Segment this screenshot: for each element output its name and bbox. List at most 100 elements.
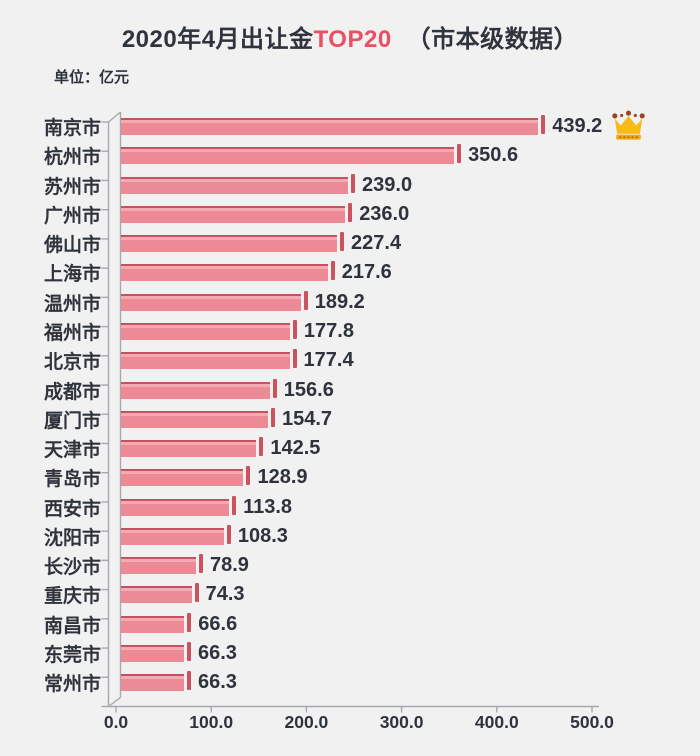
chart-row: 广州市 236.0 xyxy=(0,200,700,229)
value-label: 154.7 xyxy=(281,407,333,430)
bar xyxy=(121,583,199,604)
bar xyxy=(121,144,462,165)
bar-track: 239.0 xyxy=(112,173,700,197)
title-prefix: 2020年4月出让金 xyxy=(121,26,314,53)
bar-track: 350.6 xyxy=(112,144,700,167)
bar xyxy=(121,320,297,340)
category-label: 上海市 xyxy=(43,264,101,286)
bar-track: 439.2 xyxy=(112,110,700,141)
bar xyxy=(121,232,345,253)
x-axis-tick-label: 200.0 xyxy=(284,712,329,732)
crown-icon xyxy=(610,110,647,141)
chart-row: 成都市 156.6 xyxy=(0,375,700,404)
chart-row: 福州市 177.8 xyxy=(0,317,700,346)
bar xyxy=(121,407,275,428)
value-label: 236.0 xyxy=(359,202,410,225)
bar xyxy=(121,378,277,399)
bar xyxy=(121,641,191,662)
category-label: 天津市 xyxy=(43,440,101,462)
value-label: 66.6 xyxy=(198,612,238,635)
value-label: 177.8 xyxy=(303,320,354,342)
bar xyxy=(121,671,191,692)
bar-track: 128.9 xyxy=(112,466,700,489)
bar-track: 66.6 xyxy=(112,612,700,636)
chart-row: 温州市 189.2 xyxy=(0,288,700,317)
category-label: 温州市 xyxy=(43,293,101,315)
x-axis-tick-label: 300.0 xyxy=(379,712,424,732)
bar-track: 154.7 xyxy=(112,407,700,431)
category-label: 重庆市 xyxy=(43,586,101,608)
bar-track: 66.3 xyxy=(112,671,700,694)
bar-track: 108.3 xyxy=(112,524,700,548)
chart-row: 重庆市 74.3 xyxy=(0,580,700,609)
category-label: 沈阳市 xyxy=(43,527,101,549)
value-label: 239.0 xyxy=(362,173,413,196)
bar xyxy=(121,437,264,458)
bar-track: 177.8 xyxy=(112,320,700,343)
bar-track: 217.6 xyxy=(112,261,700,284)
category-label: 福州市 xyxy=(43,323,101,344)
value-label: 227.4 xyxy=(351,232,402,255)
value-label: 350.6 xyxy=(468,144,519,167)
value-label: 177.4 xyxy=(303,349,354,372)
value-label: 113.8 xyxy=(243,495,293,518)
bar xyxy=(121,554,203,575)
category-label: 北京市 xyxy=(43,352,101,374)
chart-row: 青岛市 128.9 xyxy=(0,463,700,492)
bar-track: 113.8 xyxy=(112,495,700,519)
chart-row: 南京市 439.2 xyxy=(0,110,700,141)
value-label: 142.5 xyxy=(270,437,321,460)
chart-row: 长沙市 78.9 xyxy=(0,551,700,580)
bar xyxy=(121,349,297,370)
value-label: 66.3 xyxy=(197,641,237,664)
bar xyxy=(121,290,308,311)
bar-track: 236.0 xyxy=(112,202,700,226)
category-label: 南昌市 xyxy=(43,615,101,637)
chart-row: 苏州市 239.0 xyxy=(0,171,700,200)
x-axis-tick-label: 500.0 xyxy=(570,712,614,732)
bar xyxy=(121,261,335,282)
bar-track: 189.2 xyxy=(112,290,700,314)
value-label: 128.9 xyxy=(257,466,308,489)
category-label: 佛山市 xyxy=(43,235,101,257)
category-label: 广州市 xyxy=(43,205,101,227)
x-axis-tick-label: 0.0 xyxy=(103,712,129,732)
category-label: 苏州市 xyxy=(43,176,101,198)
bar xyxy=(121,495,237,516)
bar xyxy=(121,202,353,223)
chart-row: 杭州市 350.6 xyxy=(0,141,700,170)
chart-row: 沈阳市 108.3 xyxy=(0,522,700,551)
category-label: 成都市 xyxy=(43,381,101,403)
value-label: 66.3 xyxy=(197,671,237,694)
title-highlight: TOP20 xyxy=(313,26,392,53)
value-label: 189.2 xyxy=(314,290,365,313)
bar-track: 142.5 xyxy=(112,437,700,460)
chart-row: 西安市 113.8 xyxy=(0,493,700,522)
value-label: 78.9 xyxy=(209,554,249,577)
chart-row: 常州市 66.3 xyxy=(0,668,700,697)
chart-row: 厦门市 154.7 xyxy=(0,405,700,434)
x-axis-tick-label: 100.0 xyxy=(189,712,234,732)
category-label: 东莞市 xyxy=(43,644,101,666)
chart-row: 北京市 177.4 xyxy=(0,346,700,375)
bar xyxy=(121,173,356,194)
category-label: 杭州市 xyxy=(43,147,101,169)
bar xyxy=(121,612,192,633)
value-label: 439.2 xyxy=(552,115,603,138)
bar xyxy=(121,524,231,545)
chart-row: 上海市 217.6 xyxy=(0,258,700,287)
category-label: 常州市 xyxy=(43,674,101,696)
category-label: 青岛市 xyxy=(43,469,101,491)
title-suffix: （市本级数据） xyxy=(406,26,579,53)
bar-track: 227.4 xyxy=(112,232,700,255)
x-axis-tick-label: 400.0 xyxy=(474,712,519,732)
bar xyxy=(121,466,251,487)
category-label: 长沙市 xyxy=(43,557,101,579)
chart-row: 南昌市 66.6 xyxy=(0,610,700,639)
unit-label: 单位：亿元 xyxy=(54,69,130,86)
category-label: 厦门市 xyxy=(43,410,101,432)
bar-track: 66.3 xyxy=(112,641,700,665)
value-label: 217.6 xyxy=(341,261,392,284)
bar xyxy=(121,115,546,136)
chart-row: 佛山市 227.4 xyxy=(0,229,700,258)
